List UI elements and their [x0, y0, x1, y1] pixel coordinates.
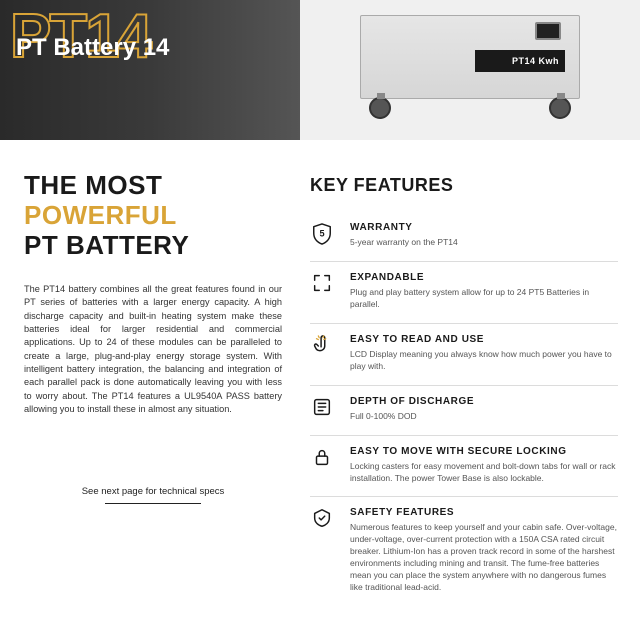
main-heading: THE MOST POWERFUL PT BATTERY [24, 171, 282, 261]
hero-product: PT14 Kwh [300, 0, 640, 140]
shield-5-icon: 5 [310, 222, 334, 246]
body-paragraph: The PT14 battery combines all the great … [24, 283, 282, 416]
feature-title: EASY TO READ AND USE [350, 334, 618, 345]
safety-icon [310, 507, 334, 531]
feature-text: DEPTH OF DISCHARGE Full 0-100% DOD [350, 396, 618, 423]
depth-icon [310, 396, 334, 420]
right-column: KEY FEATURES 5 WARRANTY 5-year warranty on… [300, 149, 640, 625]
feature-text: WARRANTY 5-year warranty on the PT14 [350, 222, 618, 249]
battery-body: PT14 Kwh [360, 15, 580, 99]
feature-text: EASY TO READ AND USE LCD Display meaning … [350, 334, 618, 373]
wheel-icon [549, 97, 571, 119]
key-features-title: KEY FEATURES [310, 175, 618, 196]
expand-icon [310, 272, 334, 296]
wheel-icon [369, 97, 391, 119]
feature-title: WARRANTY [350, 222, 618, 233]
heading-line-2: POWERFUL [24, 200, 177, 230]
feature-row: EXPANDABLE Plug and play battery system a… [310, 262, 618, 324]
feature-desc: Locking casters for easy movement and bo… [350, 461, 618, 485]
feature-text: EASY TO MOVE WITH SECURE LOCKING Locking … [350, 446, 618, 485]
feature-desc: Numerous features to keep yourself and y… [350, 522, 618, 593]
battery-label: PT14 Kwh [475, 50, 565, 72]
feature-row: SAFETY FEATURES Numerous features to keep… [310, 497, 618, 605]
touch-icon [310, 334, 334, 358]
svg-text:5: 5 [319, 229, 324, 239]
cta-text: See next page for technical specs [82, 486, 225, 497]
page: PT14 PT Battery 14 PT14 Kwh THE MOST POW… [0, 0, 640, 625]
feature-desc: Full 0-100% DOD [350, 411, 618, 423]
feature-text: SAFETY FEATURES Numerous features to keep… [350, 507, 618, 593]
lock-move-icon [310, 446, 334, 470]
left-column: THE MOST POWERFUL PT BATTERY The PT14 ba… [0, 149, 300, 625]
cta-next-page: See next page for technical specs [24, 486, 282, 504]
heading-line-1: THE MOST [24, 170, 162, 200]
battery-wheels [355, 97, 585, 119]
feature-row: DEPTH OF DISCHARGE Full 0-100% DOD [310, 386, 618, 436]
heading-line-3: PT BATTERY [24, 230, 189, 260]
hero-left: PT14 PT Battery 14 [0, 0, 300, 140]
feature-desc: 5-year warranty on the PT14 [350, 237, 618, 249]
product-illustration: PT14 Kwh [355, 15, 585, 125]
feature-title: DEPTH OF DISCHARGE [350, 396, 618, 407]
feature-title: EXPANDABLE [350, 272, 618, 283]
feature-text: EXPANDABLE Plug and play battery system a… [350, 272, 618, 311]
feature-desc: LCD Display meaning you always know how … [350, 349, 618, 373]
feature-row: 5 WARRANTY 5-year warranty on the PT14 [310, 212, 618, 262]
feature-title: SAFETY FEATURES [350, 507, 618, 518]
feature-row: EASY TO READ AND USE LCD Display meaning … [310, 324, 618, 386]
features-list: 5 WARRANTY 5-year warranty on the PT14 EXPA… [310, 212, 618, 605]
hero-title: PT Battery 14 [16, 34, 169, 62]
feature-title: EASY TO MOVE WITH SECURE LOCKING [350, 446, 618, 457]
feature-row: EASY TO MOVE WITH SECURE LOCKING Locking … [310, 436, 618, 498]
feature-desc: Plug and play battery system allow for u… [350, 287, 618, 311]
battery-lcd-icon [535, 22, 561, 40]
cta-underline [105, 503, 201, 504]
